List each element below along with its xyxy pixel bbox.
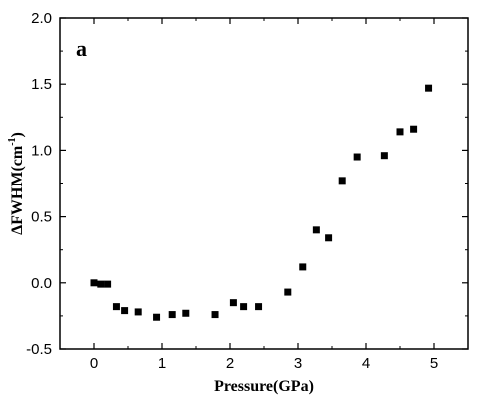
y-axis-title: ΔFWHM(cm-1) [7, 132, 26, 235]
panel-label: a [76, 36, 87, 61]
data-point [325, 234, 333, 242]
y-axis-title-superscript: -1 [7, 137, 18, 145]
data-point [134, 308, 142, 316]
data-point [104, 280, 112, 288]
points-layer [90, 84, 433, 321]
y-tick-label: -0.5 [26, 341, 52, 358]
y-tick-label: 0.0 [31, 275, 52, 292]
data-point [255, 303, 263, 311]
x-tick-label: 5 [430, 355, 438, 372]
y-tick-label: 1.5 [31, 76, 52, 93]
x-axis-title: Pressure(GPa) [214, 378, 314, 395]
x-tick-label: 2 [226, 355, 234, 372]
data-point [410, 125, 418, 133]
x-tick-label: 3 [294, 355, 302, 372]
ticks-layer: 0 1 2 3 4 5 -0.5 0.0 0.5 1.0 1.5 2.0 [26, 10, 469, 372]
data-point [353, 153, 361, 161]
y-tick-label: 0.5 [31, 209, 52, 226]
y-axis-title-close: ) [9, 132, 26, 137]
x-tick-label: 0 [90, 355, 98, 372]
y-tick-label: 2.0 [31, 10, 52, 27]
y-axis-title-main: ΔFWHM(cm [9, 145, 26, 235]
x-tick-label: 1 [158, 355, 166, 372]
data-point [153, 313, 161, 321]
data-point [240, 303, 248, 311]
data-point [396, 128, 404, 136]
data-point [338, 177, 346, 185]
data-point [168, 311, 176, 319]
data-point [211, 311, 219, 319]
data-point [229, 299, 237, 307]
y-tick-label: 1.0 [31, 142, 52, 159]
x-tick-label: 4 [362, 355, 370, 372]
data-point [312, 226, 320, 234]
data-point [284, 288, 292, 296]
data-point [380, 152, 388, 160]
data-point [97, 280, 105, 288]
data-point [425, 84, 433, 92]
data-point [299, 263, 307, 271]
data-point [112, 303, 120, 311]
data-point [182, 309, 190, 317]
plot-frame [59, 17, 469, 350]
data-point [90, 279, 98, 287]
data-point [121, 307, 129, 315]
